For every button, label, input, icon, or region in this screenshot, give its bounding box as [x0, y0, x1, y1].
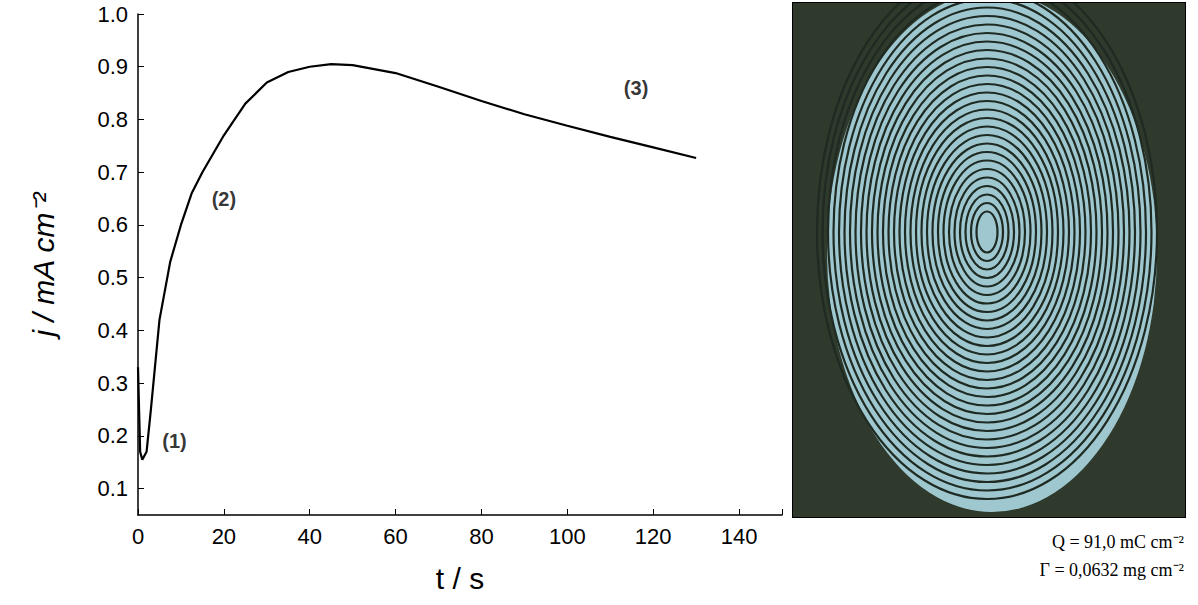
html-text:Γ = 0,0632 mg cm⁻²: Γ = 0,0632 mg cm⁻² [1039, 560, 1184, 580]
svg-text:(2): (2) [212, 188, 236, 210]
svg-text:(3): (3) [624, 77, 648, 99]
svg-text:0.6: 0.6 [97, 212, 128, 237]
svg-text:1.0: 1.0 [97, 2, 128, 27]
html-text:Q = 91,0 mC cm⁻²: Q = 91,0 mC cm⁻² [1052, 532, 1184, 552]
svg-text:100: 100 [549, 524, 586, 549]
svg-text:0: 0 [132, 524, 144, 549]
svg-text:0.8: 0.8 [97, 107, 128, 132]
svg-text:0.5: 0.5 [97, 265, 128, 290]
svg-text:t / s: t / s [436, 562, 484, 595]
svg-text:0.4: 0.4 [97, 318, 128, 343]
svg-text:j / mA cm⁻²: j / mA cm⁻² [27, 192, 60, 341]
svg-text:120: 120 [635, 524, 672, 549]
svg-text:40: 40 [297, 524, 321, 549]
svg-text:0.3: 0.3 [97, 371, 128, 396]
svg-text:20: 20 [212, 524, 236, 549]
svg-text:0.9: 0.9 [97, 54, 128, 79]
svg-text:(1): (1) [162, 430, 186, 452]
svg-text:140: 140 [721, 524, 758, 549]
svg-text:60: 60 [383, 524, 407, 549]
svg-text:80: 80 [469, 524, 493, 549]
svg-text:0.7: 0.7 [97, 160, 128, 185]
svg-text:0.1: 0.1 [97, 476, 128, 501]
svg-text:0.2: 0.2 [97, 423, 128, 448]
